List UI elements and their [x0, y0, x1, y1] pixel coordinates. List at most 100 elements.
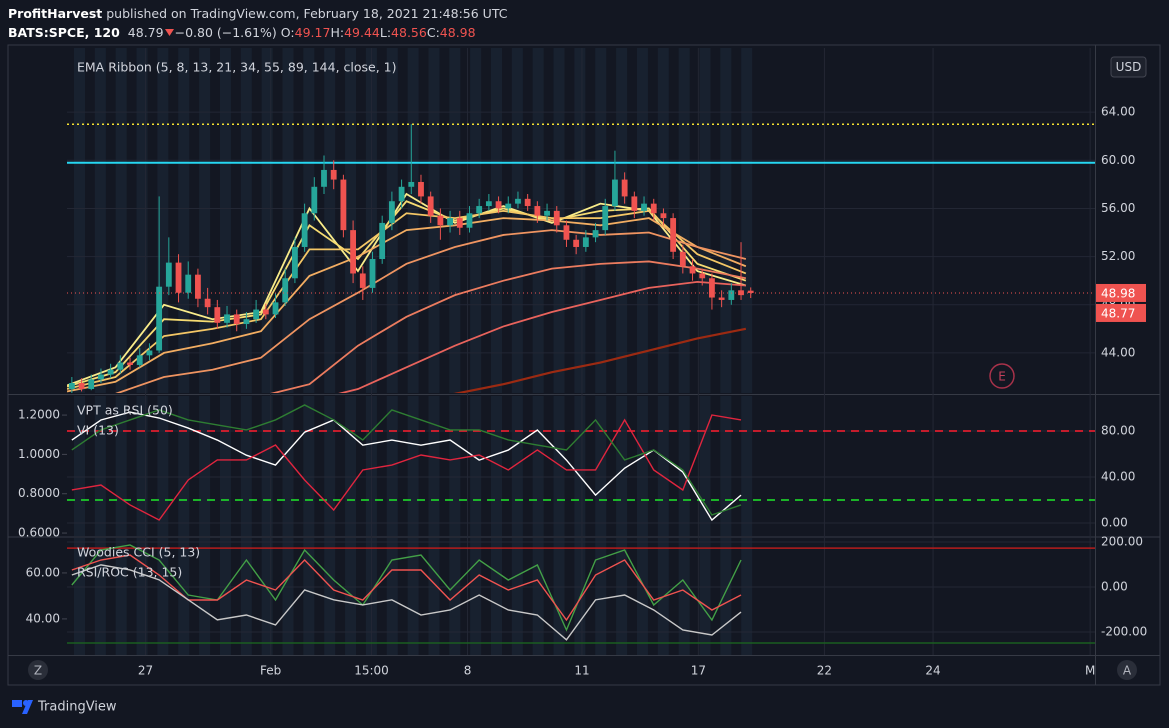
- y2-tick-label: -200.00: [1101, 625, 1147, 639]
- candle-body: [146, 350, 153, 356]
- candle-body: [350, 230, 357, 274]
- candle-body: [660, 213, 667, 219]
- candle-body: [127, 362, 133, 365]
- candle-body: [612, 179, 618, 207]
- candle-body: [495, 201, 502, 209]
- candle-body: [175, 262, 182, 293]
- session-band: [261, 396, 273, 536]
- scale-button-label: Z: [34, 664, 42, 678]
- candle-body: [466, 213, 473, 228]
- session-band: [219, 396, 231, 536]
- candle-body: [98, 374, 104, 380]
- y-tick-label: 1.2000: [18, 408, 60, 422]
- legend: EMA Ribbon (5, 8, 13, 21, 34, 55, 89, 14…: [77, 60, 397, 75]
- candle-body: [311, 186, 318, 214]
- pane-marks: [71, 404, 742, 522]
- legend: VI (13): [77, 423, 119, 438]
- session-band: [136, 396, 148, 536]
- session-band: [407, 48, 419, 393]
- session-band: [532, 538, 544, 655]
- pane-marks: [67, 124, 754, 393]
- header: ProfitHarvest published on TradingView.c…: [8, 4, 507, 42]
- ohlc-label: H:: [330, 25, 345, 40]
- ema-line: [115, 229, 747, 393]
- session-band: [240, 48, 252, 393]
- legend: VPT as RSI (50): [77, 403, 173, 418]
- candle-body: [699, 273, 706, 279]
- session-band: [240, 396, 252, 536]
- candle-body: [524, 198, 531, 207]
- session-band: [595, 396, 607, 536]
- session-band: [136, 538, 148, 655]
- candle-body: [330, 169, 337, 180]
- price-label-box: [1096, 283, 1146, 302]
- scale-button[interactable]: [28, 660, 48, 680]
- candle-body: [321, 169, 327, 187]
- session-band: [699, 396, 711, 536]
- session-band: [449, 396, 461, 536]
- session-band: [532, 396, 544, 536]
- y-tick-label: 60.00: [1101, 153, 1135, 167]
- candle-body: [136, 355, 143, 365]
- session-band: [720, 396, 732, 536]
- candle-body: [679, 251, 686, 267]
- ohlc-value: 49.44: [344, 25, 380, 40]
- session-band: [699, 48, 711, 393]
- session-band: [553, 538, 565, 655]
- session-band: [240, 538, 252, 655]
- session-band: [199, 538, 211, 655]
- scale-button-label: A: [1123, 664, 1132, 678]
- session-band: [741, 538, 753, 655]
- session-band: [636, 48, 648, 393]
- logo-part: [12, 700, 22, 707]
- price-label: 48.98: [1101, 286, 1135, 300]
- candle-body: [214, 307, 221, 323]
- session-band: [595, 538, 607, 655]
- legend: RSI/ROC (13, 15): [77, 565, 182, 580]
- candle-body: [621, 179, 628, 197]
- candle-body: [747, 290, 754, 293]
- y2-tick-label: 0.00: [1101, 516, 1128, 530]
- y2-tick-label: 200.00: [1101, 535, 1143, 549]
- candle-body: [388, 201, 395, 223]
- session-band: [261, 48, 273, 393]
- session-band: [94, 396, 106, 536]
- currency: USD: [1116, 60, 1142, 74]
- session-band: [386, 538, 398, 655]
- session-band: [94, 48, 106, 393]
- y2-tick-label: 80.00: [1101, 423, 1135, 437]
- indicator-line: [71, 564, 742, 641]
- currency-button[interactable]: [1110, 56, 1147, 78]
- session-band: [345, 396, 357, 536]
- y-tick-label: 44.00: [1101, 345, 1135, 359]
- session-band: [428, 538, 440, 655]
- session-band: [491, 538, 502, 655]
- earnings-marker[interactable]: [989, 363, 1015, 389]
- footer-logo: [12, 700, 33, 714]
- scale-button[interactable]: [1117, 660, 1137, 680]
- session-band: [511, 48, 523, 393]
- session-band: [115, 538, 127, 655]
- indicator-line: [71, 544, 742, 632]
- session-band: [699, 538, 711, 655]
- session-band: [157, 48, 169, 393]
- session-band: [741, 396, 753, 536]
- session-band: [324, 48, 336, 393]
- y-tick-label: 1.0000: [18, 447, 60, 461]
- ema-line: [338, 280, 746, 393]
- x-tick-label: 11: [574, 664, 589, 678]
- candle-body: [447, 218, 453, 226]
- x-tick-label: 22: [817, 664, 832, 678]
- candle-body: [544, 210, 550, 216]
- session-band: [678, 396, 690, 536]
- candle-body: [553, 210, 560, 226]
- candle-body: [359, 273, 366, 288]
- candle-body: [718, 297, 725, 300]
- session-band: [324, 396, 336, 536]
- candle-body: [476, 206, 483, 214]
- candle-body: [233, 314, 240, 325]
- candle-body: [78, 383, 85, 390]
- ema-line: [67, 209, 747, 390]
- y-tick-label: 60.00: [26, 565, 60, 579]
- session-band: [199, 396, 211, 536]
